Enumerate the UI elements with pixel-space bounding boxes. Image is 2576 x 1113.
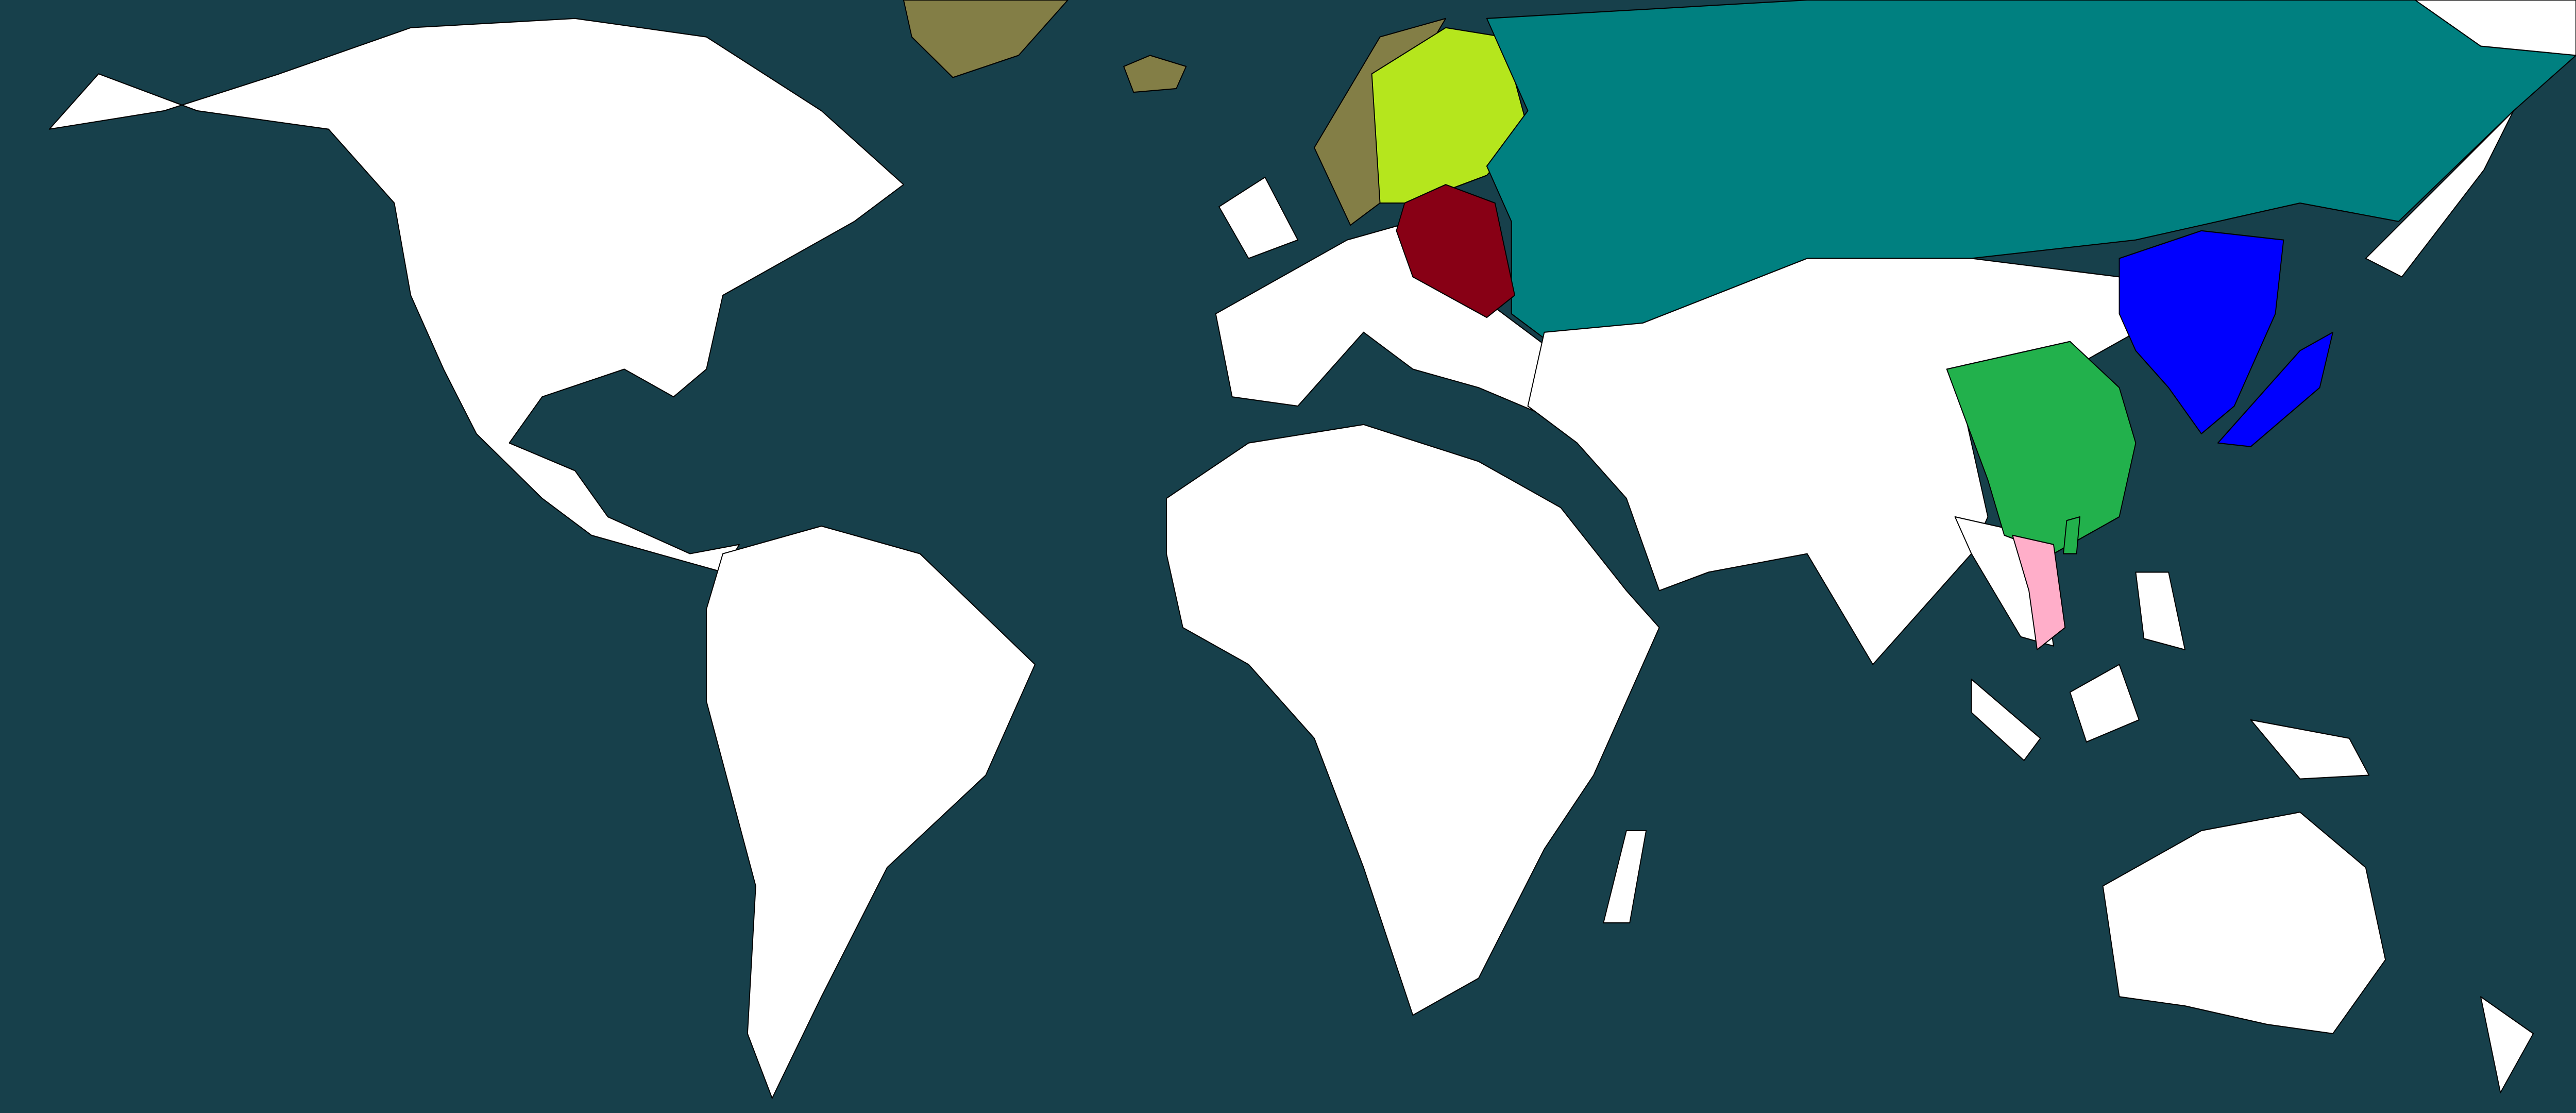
region-north-america[interactable] (48, 18, 904, 573)
region-british-isles[interactable] (1218, 176, 1299, 259)
region-vietnam[interactable] (2012, 534, 2066, 650)
region-borneo[interactable] (2069, 664, 2140, 743)
region-kamchatka[interactable] (2365, 110, 2514, 278)
regions-layer (48, 0, 2576, 1099)
region-philippines[interactable] (2135, 571, 2186, 650)
region-greenland[interactable] (903, 0, 1069, 78)
region-iceland[interactable] (1123, 55, 1187, 93)
region-new-zealand[interactable] (2480, 996, 2534, 1093)
region-taiwan[interactable] (2063, 516, 2080, 554)
region-poland[interactable] (1396, 184, 1516, 318)
region-chukotka[interactable] (2414, 0, 2576, 56)
region-china[interactable] (1946, 341, 2137, 554)
region-africa[interactable] (1166, 424, 1660, 1016)
region-manchuria-korea[interactable] (2119, 230, 2284, 434)
region-sumatra[interactable] (1971, 679, 2041, 761)
region-south-america[interactable] (706, 525, 1036, 1099)
region-japan[interactable] (2217, 331, 2334, 447)
region-australia[interactable] (2102, 812, 2386, 1035)
region-madagascar[interactable] (1603, 830, 1647, 924)
region-new-guinea[interactable] (2250, 719, 2370, 780)
